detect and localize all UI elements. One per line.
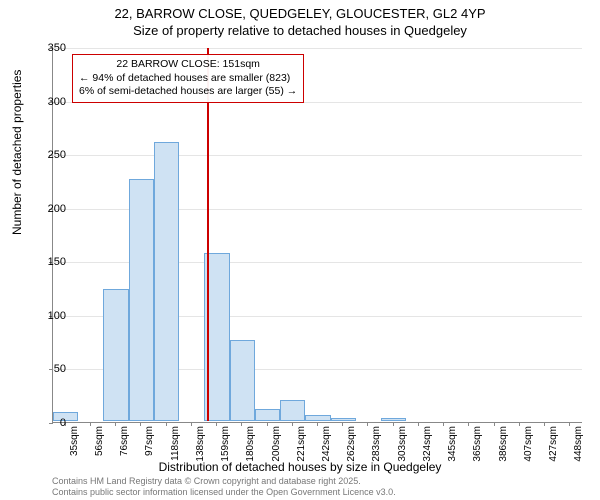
annotation-box: 22 BARROW CLOSE: 151sqm ← 94% of detache… (72, 54, 304, 103)
title-line1: 22, BARROW CLOSE, QUEDGELEY, GLOUCESTER,… (114, 6, 485, 21)
reference-line (207, 48, 209, 421)
chart-footer: Contains HM Land Registry data © Crown c… (52, 476, 396, 498)
histogram-bar (381, 418, 406, 421)
x-tick-label: 427sqm (548, 426, 559, 462)
x-tick-label: 56sqm (94, 426, 105, 456)
x-tick-mark (292, 422, 293, 426)
x-tick-mark (418, 422, 419, 426)
x-tick-label: 180sqm (245, 426, 256, 462)
x-tick-mark (393, 422, 394, 426)
histogram-bar (154, 142, 179, 421)
y-tick-label: 350 (36, 42, 66, 54)
y-tick-label: 300 (36, 96, 66, 108)
histogram-bar (280, 400, 305, 421)
chart-container: 22, BARROW CLOSE, QUEDGELEY, GLOUCESTER,… (0, 0, 600, 500)
x-tick-mark (140, 422, 141, 426)
x-tick-label: 138sqm (195, 426, 206, 462)
x-tick-mark (90, 422, 91, 426)
annotation-line3: 6% of semi-detached houses are larger (5… (79, 85, 297, 99)
x-axis-label: Distribution of detached houses by size … (0, 460, 600, 474)
x-tick-label: 407sqm (523, 426, 534, 462)
footer-line2: Contains public sector information licen… (52, 487, 396, 498)
plot-region (52, 48, 582, 423)
x-tick-mark (468, 422, 469, 426)
x-tick-label: 35sqm (69, 426, 80, 456)
footer-line1: Contains HM Land Registry data © Crown c… (52, 476, 396, 487)
x-tick-label: 448sqm (573, 426, 584, 462)
x-tick-mark (267, 422, 268, 426)
grid-line (53, 155, 582, 156)
y-tick-label: 100 (36, 310, 66, 322)
x-tick-label: 159sqm (220, 426, 231, 462)
x-tick-mark (191, 422, 192, 426)
x-tick-label: 283sqm (371, 426, 382, 462)
x-tick-label: 76sqm (119, 426, 130, 456)
histogram-bar (331, 418, 356, 421)
x-tick-label: 242sqm (321, 426, 332, 462)
x-tick-mark (494, 422, 495, 426)
x-tick-label: 118sqm (170, 426, 181, 461)
x-tick-mark (342, 422, 343, 426)
x-tick-label: 200sqm (271, 426, 282, 462)
annotation-line2: ← 94% of detached houses are smaller (82… (79, 72, 297, 86)
x-tick-label: 303sqm (397, 426, 408, 462)
grid-line (53, 48, 582, 49)
x-tick-label: 386sqm (498, 426, 509, 462)
histogram-bar (129, 179, 154, 421)
histogram-bar (305, 415, 330, 421)
x-tick-mark (317, 422, 318, 426)
x-tick-mark (519, 422, 520, 426)
histogram-bar (230, 340, 255, 421)
y-tick-label: 150 (36, 256, 66, 268)
x-tick-label: 345sqm (447, 426, 458, 462)
x-tick-label: 365sqm (472, 426, 483, 462)
y-axis-label: Number of detached properties (10, 70, 24, 235)
x-tick-mark (544, 422, 545, 426)
chart-title: 22, BARROW CLOSE, QUEDGELEY, GLOUCESTER,… (0, 0, 600, 40)
title-line2: Size of property relative to detached ho… (133, 23, 467, 38)
y-tick-label: 0 (36, 417, 66, 429)
x-tick-mark (241, 422, 242, 426)
y-tick-label: 250 (36, 149, 66, 161)
x-tick-mark (216, 422, 217, 426)
x-tick-label: 262sqm (346, 426, 357, 462)
x-tick-label: 221sqm (296, 426, 307, 462)
x-tick-mark (367, 422, 368, 426)
histogram-bar (103, 289, 128, 421)
y-tick-label: 50 (36, 363, 66, 375)
x-tick-label: 324sqm (422, 426, 433, 462)
x-tick-mark (115, 422, 116, 426)
x-tick-mark (166, 422, 167, 426)
y-tick-label: 200 (36, 203, 66, 215)
x-tick-label: 97sqm (144, 426, 155, 456)
x-tick-mark (443, 422, 444, 426)
chart-area: 22 BARROW CLOSE: 151sqm ← 94% of detache… (52, 48, 582, 423)
annotation-line1: 22 BARROW CLOSE: 151sqm (79, 58, 297, 72)
histogram-bar (255, 409, 280, 421)
x-tick-mark (569, 422, 570, 426)
